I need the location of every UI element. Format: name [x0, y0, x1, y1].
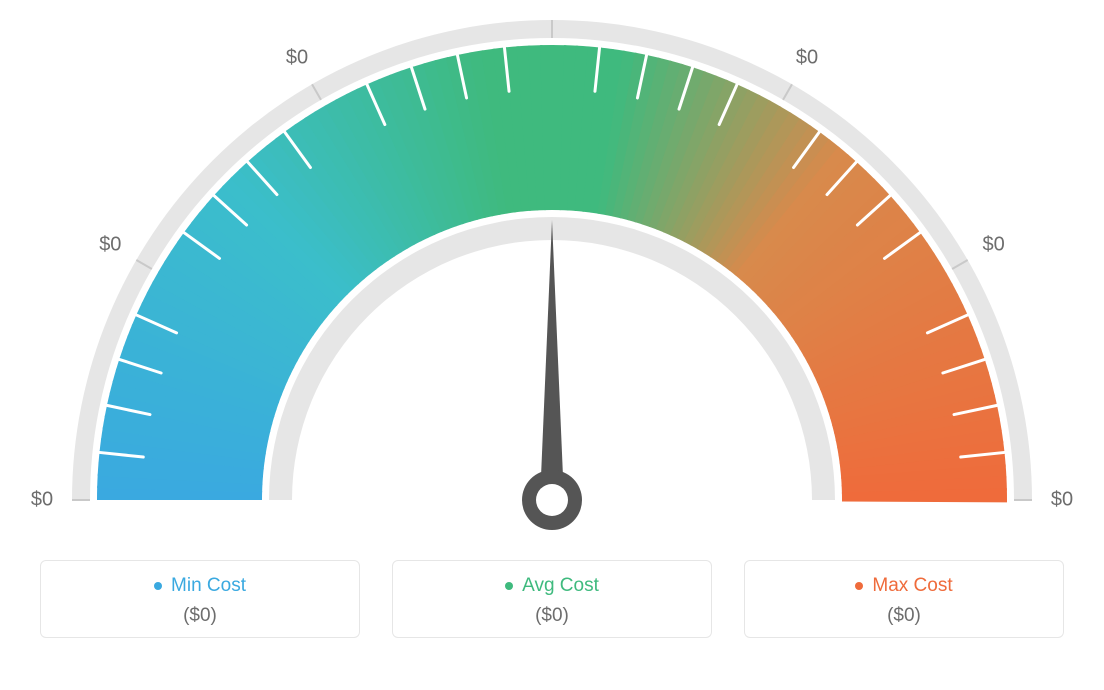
legend-title-avg: Avg Cost: [505, 575, 599, 597]
gauge-svg: [0, 0, 1104, 560]
gauge-chart: $0 $0 $0 $0 $0 $0 $0: [0, 0, 1104, 560]
legend-title-min: Min Cost: [154, 575, 246, 597]
gauge-tick-label: $0: [1051, 489, 1073, 512]
legend-value-max: ($0): [757, 605, 1051, 627]
legend-value-min: ($0): [53, 605, 347, 627]
legend-card-max: Max Cost ($0): [744, 560, 1064, 638]
gauge-tick-label: $0: [541, 0, 563, 2]
gauge-tick-label: $0: [31, 489, 53, 512]
legend-row: Min Cost ($0) Avg Cost ($0) Max Cost ($0…: [0, 560, 1104, 638]
legend-card-avg: Avg Cost ($0): [392, 560, 712, 638]
legend-dot-min: [154, 582, 162, 590]
legend-value-avg: ($0): [405, 605, 699, 627]
legend-title-label: Min Cost: [171, 575, 246, 597]
legend-title-label: Max Cost: [872, 575, 952, 597]
legend-dot-max: [855, 582, 863, 590]
gauge-tick-label: $0: [99, 234, 121, 257]
legend-title-label: Avg Cost: [522, 575, 599, 597]
gauge-tick-label: $0: [796, 47, 818, 70]
legend-card-min: Min Cost ($0): [40, 560, 360, 638]
legend-title-max: Max Cost: [855, 575, 952, 597]
gauge-tick-label: $0: [983, 234, 1005, 257]
legend-dot-avg: [505, 582, 513, 590]
gauge-tick-label: $0: [286, 47, 308, 70]
